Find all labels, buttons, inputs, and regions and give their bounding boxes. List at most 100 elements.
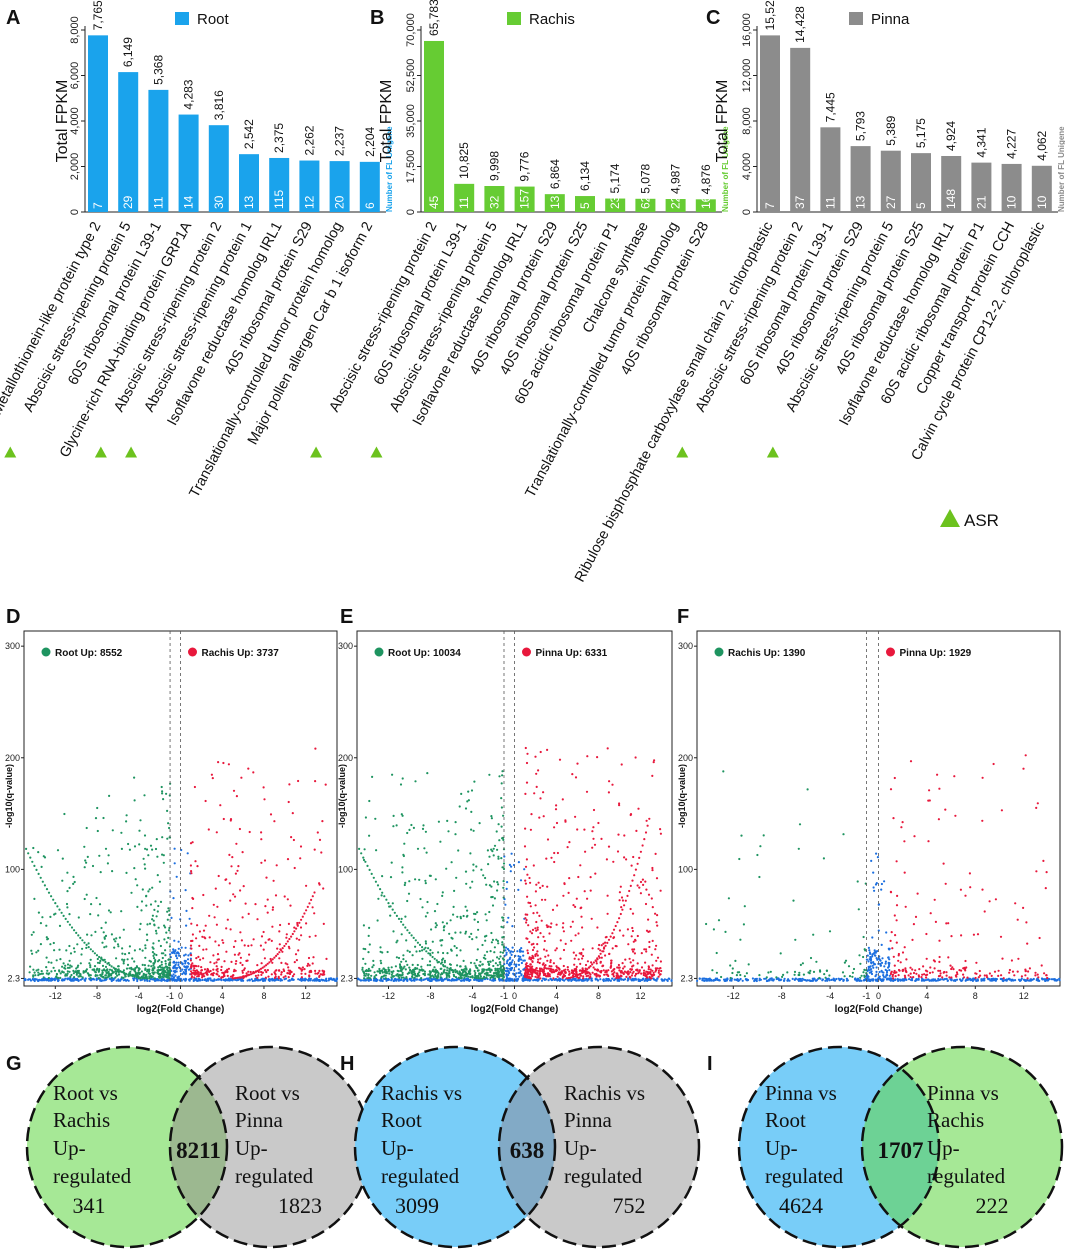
point-up	[649, 968, 652, 971]
point-nonsig	[873, 949, 876, 952]
bar	[911, 153, 931, 212]
point-down	[127, 842, 130, 846]
point-up	[313, 848, 316, 851]
point-nonsig	[464, 978, 467, 981]
legend-left: Rachis Up: 1390	[728, 648, 806, 659]
point-up	[593, 973, 596, 976]
point-up	[1043, 972, 1046, 975]
point-down	[500, 857, 503, 860]
point-nonsig	[874, 951, 877, 954]
point-up	[1016, 970, 1019, 973]
point-nonsig	[148, 979, 151, 983]
point-down	[482, 956, 485, 959]
point-up	[603, 973, 606, 976]
point-nonsig	[187, 954, 190, 957]
point-up	[308, 971, 311, 974]
point-down	[485, 934, 488, 938]
point-nonsig	[879, 964, 882, 967]
point-up	[533, 971, 536, 974]
point-down	[745, 972, 749, 975]
point-up	[531, 955, 535, 958]
point-down	[462, 968, 465, 971]
point-up	[1024, 974, 1027, 977]
point-up	[1046, 976, 1049, 980]
point-down	[498, 775, 501, 778]
point-up	[629, 968, 633, 971]
point-down	[442, 957, 445, 960]
point-down	[382, 975, 385, 978]
point-nonsig	[184, 946, 187, 949]
point-down	[378, 970, 381, 973]
point-up	[621, 971, 624, 974]
point-nonsig	[917, 977, 920, 981]
point-down	[394, 965, 397, 968]
point-up	[208, 914, 211, 917]
point-up	[562, 975, 565, 978]
point-down	[68, 886, 71, 890]
point-up	[630, 864, 633, 867]
point-nonsig	[882, 978, 885, 981]
point-up	[655, 877, 659, 880]
point-down	[473, 962, 476, 965]
legend-dot-up	[886, 647, 895, 657]
point-up	[271, 908, 274, 911]
legend-right: Pinna Up: 6331	[536, 648, 608, 659]
point-down	[383, 970, 386, 973]
point-down	[427, 952, 430, 955]
point-up	[586, 972, 589, 975]
point-up	[614, 944, 617, 948]
point-down	[403, 965, 406, 968]
point-up	[212, 968, 215, 971]
point-up	[651, 964, 654, 967]
point-down	[808, 971, 811, 974]
point-up	[308, 935, 311, 938]
point-up	[268, 938, 271, 941]
point-up	[251, 972, 254, 975]
point-down	[479, 977, 482, 980]
point-down	[472, 863, 475, 866]
point-up	[981, 776, 984, 779]
point-up	[610, 962, 613, 965]
point-down	[97, 970, 100, 973]
point-nonsig	[171, 975, 174, 978]
point-up	[983, 910, 986, 913]
bar-count-label: 7	[763, 202, 777, 209]
point-up	[931, 971, 934, 974]
point-down	[416, 963, 419, 967]
point-up	[566, 968, 570, 971]
point-nonsig	[489, 978, 492, 981]
point-nonsig	[870, 972, 874, 976]
point-down	[465, 882, 468, 885]
point-nonsig	[506, 881, 509, 884]
point-down	[367, 934, 370, 938]
point-up	[657, 975, 660, 978]
point-up	[283, 895, 286, 898]
point-nonsig	[517, 861, 521, 864]
point-up	[239, 931, 242, 934]
point-down	[717, 919, 721, 922]
point-up	[1045, 871, 1048, 874]
point-nonsig	[888, 958, 891, 961]
point-down	[486, 849, 489, 852]
y-tick-label: 0	[405, 209, 417, 215]
point-up	[582, 975, 585, 978]
point-up	[644, 961, 647, 964]
point-nonsig	[432, 978, 435, 981]
point-down	[153, 967, 156, 970]
point-down	[720, 975, 723, 979]
point-nonsig	[510, 963, 513, 966]
point-down	[149, 903, 153, 906]
point-down	[487, 967, 490, 970]
point-up	[911, 968, 914, 971]
point-down	[89, 958, 92, 961]
point-nonsig	[237, 978, 240, 981]
point-up	[633, 948, 636, 951]
point-nonsig	[70, 979, 73, 982]
point-down	[798, 823, 802, 826]
point-up	[574, 967, 578, 970]
point-down	[66, 920, 69, 923]
point-down	[408, 931, 411, 935]
point-down	[69, 952, 73, 955]
point-nonsig	[229, 978, 232, 981]
point-up	[278, 943, 281, 946]
